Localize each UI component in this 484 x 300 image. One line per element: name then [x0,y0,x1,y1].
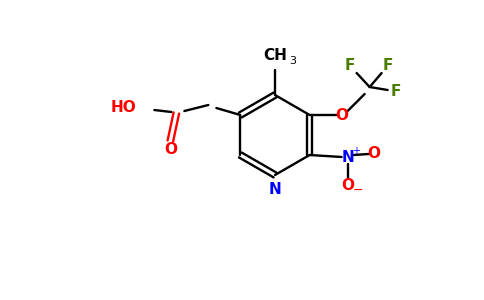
Text: O: O [367,146,380,160]
Text: O: O [335,107,348,122]
Text: N: N [341,149,354,164]
Text: −: − [352,184,363,196]
Text: 3: 3 [289,56,296,66]
Text: F: F [345,58,355,73]
Text: F: F [382,58,393,73]
Text: CH: CH [263,48,287,63]
Text: HO: HO [111,100,136,116]
Text: F: F [391,83,401,98]
Text: +: + [352,146,360,156]
Text: N: N [269,182,281,197]
Text: O: O [341,178,354,193]
Text: O: O [164,142,177,158]
